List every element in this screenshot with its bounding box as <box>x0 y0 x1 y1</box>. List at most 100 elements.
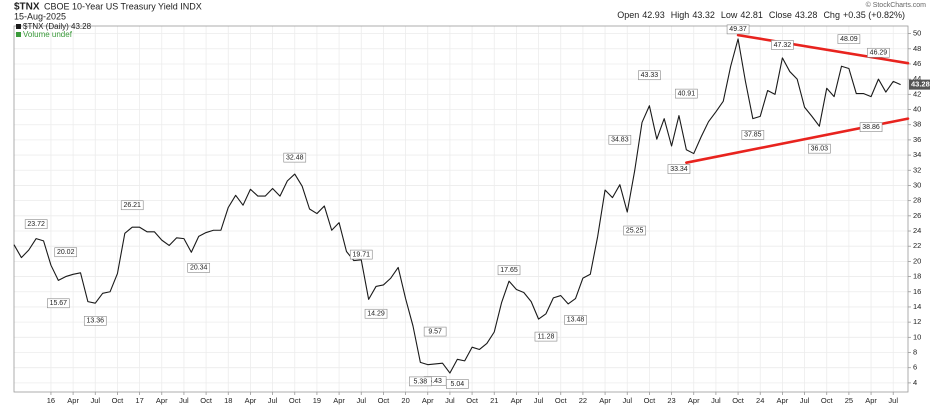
quote-value: 42.81 <box>740 10 763 20</box>
x-tick-label: 21 <box>490 396 498 405</box>
symbol: $TNX <box>14 2 40 13</box>
annotation-label: 5.04 <box>450 381 464 388</box>
annotation-box <box>741 130 765 140</box>
annotation-label: 46.29 <box>870 50 888 57</box>
x-tick-label: Oct <box>644 396 657 405</box>
annotation-label: 32.48 <box>286 154 304 161</box>
x-tick-label: Apr <box>156 396 168 405</box>
grid <box>14 26 908 392</box>
annotation-box <box>283 152 307 163</box>
x-tick-label: Apr <box>865 396 877 405</box>
price-line <box>13 38 901 374</box>
x-tick-label: Apr <box>777 396 789 405</box>
x-tick-label: Oct <box>821 396 834 405</box>
annotation-label: 38.86 <box>862 124 880 131</box>
quote-label: Chg <box>823 10 840 20</box>
x-tick-label: 17 <box>135 396 143 405</box>
y-tick-label: 8 <box>913 347 917 356</box>
price-tag-label: 43.28 <box>911 80 930 89</box>
annotation-label: 20.02 <box>57 249 75 256</box>
y-tick-label: 42 <box>913 89 921 98</box>
quote-label: Close <box>769 10 792 20</box>
annotation-label: 17.65 <box>500 267 518 274</box>
y-tick-label: 10 <box>913 332 921 341</box>
y-tick-label: 36 <box>913 135 921 144</box>
quote-value: 42.93 <box>642 10 665 20</box>
annotation-box <box>608 134 632 145</box>
x-tick-label: Oct <box>555 396 568 405</box>
plot-frame <box>13 25 909 393</box>
annotation-box <box>349 249 373 260</box>
x-tick-label: Oct <box>466 396 479 405</box>
y-tick-label: 22 <box>913 241 921 250</box>
annotation-box <box>47 298 70 309</box>
x-tick-label: Apr <box>422 396 434 405</box>
annotation-box <box>867 47 890 58</box>
x-tick-label: Jul <box>179 396 189 405</box>
annotation-box <box>675 88 698 99</box>
annotation-label: 33.34 <box>670 166 688 173</box>
annotation-box <box>446 379 469 389</box>
y-tick-label: 34 <box>913 150 921 159</box>
annotation-label: 5.38 <box>414 378 428 385</box>
x-tick-label: 23 <box>667 396 675 405</box>
y-tick-label: 28 <box>913 196 921 205</box>
y-tick-label: 24 <box>913 226 921 235</box>
y-tick-label: 4 <box>913 378 917 387</box>
x-tick-label: Oct <box>378 396 391 405</box>
annotation-box <box>364 308 388 319</box>
annotation-label: 48.09 <box>840 36 858 43</box>
annotation-box <box>837 34 861 44</box>
annotation-box <box>423 326 447 337</box>
y-tick-label: 14 <box>913 302 921 311</box>
y-tick-label: 38 <box>913 120 921 129</box>
x-tick-label: Apr <box>67 396 79 405</box>
legend-swatch <box>16 32 21 37</box>
x-tick-label: Oct <box>732 396 745 405</box>
annotation-label: 36.03 <box>811 146 829 153</box>
y-tick-label: 16 <box>913 287 921 296</box>
x-tick-label: Apr <box>599 396 611 405</box>
x-tick-label: Oct <box>289 396 302 405</box>
quote-value: 43.32 <box>692 10 715 20</box>
x-tick-label: 18 <box>224 396 232 405</box>
annotation-box <box>726 24 750 35</box>
quote-label: High <box>671 10 690 20</box>
x-tick-label: Jul <box>90 396 100 405</box>
annotation-box <box>564 315 587 325</box>
x-tick-label: Jul <box>445 396 455 405</box>
annotation-box <box>54 247 78 258</box>
x-tick-label: Jul <box>534 396 544 405</box>
x-tick-label: 24 <box>756 396 764 405</box>
annotation-box <box>409 376 432 387</box>
annotation-label: 5.43 <box>428 378 442 385</box>
annotation-box <box>623 225 646 236</box>
annotation-label: 34.83 <box>611 137 629 144</box>
annotation-label: 13.36 <box>87 318 105 325</box>
quote-label: Low <box>721 10 738 20</box>
x-tick-label: Oct <box>200 396 213 405</box>
x-tick-label: Apr <box>333 396 345 405</box>
annotation-label: 47.32 <box>774 42 792 49</box>
x-tick-label: Jul <box>622 396 632 405</box>
y-tick-label: 48 <box>913 44 921 53</box>
date: 15-Aug-2025 <box>14 11 66 21</box>
annotation-box <box>120 200 144 211</box>
annotation-box <box>808 143 831 154</box>
annotation-box <box>534 331 558 342</box>
y-tick-label: 20 <box>913 256 921 265</box>
annotation-label: 26.21 <box>123 202 141 209</box>
annotation-label: 15.67 <box>50 300 68 307</box>
x-tick-label: Apr <box>245 396 257 405</box>
y-tick-label: 50 <box>913 29 921 38</box>
quote-value: 43.28 <box>795 10 818 20</box>
price-tag <box>909 79 930 90</box>
annotation-label: 9.57 <box>428 328 442 335</box>
annotation-box <box>24 219 48 229</box>
quote: Open 42.93 High 43.32 Low 42.81 Close 43.28 Chg +… <box>617 10 905 20</box>
x-tick-label: Jul <box>800 396 810 405</box>
annotation-label: 19.71 <box>352 251 370 258</box>
legend-entry: Volume undef <box>23 30 73 39</box>
